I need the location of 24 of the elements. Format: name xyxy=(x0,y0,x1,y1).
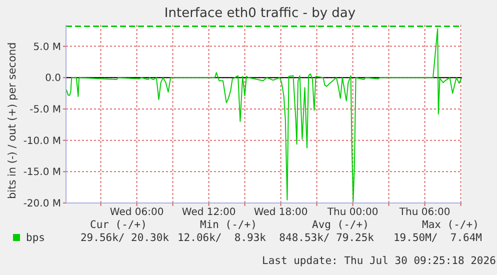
text: 19.50M/ 7.64M xyxy=(393,232,482,244)
y-tick-label: -10.0 M xyxy=(23,136,61,147)
y-axis-title: bits in (-) / out (+) per second xyxy=(6,42,19,199)
legend-label: bps xyxy=(26,232,45,244)
text: Min (-/+) xyxy=(200,219,257,231)
y-tick-label: -20.0 M xyxy=(23,198,61,210)
x-tick-label: Thu 00:00 xyxy=(326,207,378,218)
text: Avg (-/+) xyxy=(312,219,369,231)
text: Max (-/+) xyxy=(422,219,479,231)
y-tick-label: -15.0 M xyxy=(23,167,61,178)
y-tick-label: 0.0 xyxy=(45,73,61,84)
x-tick-label: Wed 12:00 xyxy=(182,207,236,218)
text: 848.53k/ 79.25k xyxy=(279,232,374,244)
text: Cur (-/+) xyxy=(90,219,147,231)
chart-title: Interface eth0 traffic - by day xyxy=(163,6,357,21)
line-series xyxy=(66,28,462,202)
y-tick-label: -5.0 M xyxy=(30,104,61,116)
x-tick-label: Wed 06:00 xyxy=(110,207,164,218)
x-tick-label: Wed 18:00 xyxy=(254,207,308,218)
text: 12.06k/ 8.93k xyxy=(177,232,266,244)
x-tick-label: Thu 06:00 xyxy=(398,207,450,218)
y-tick-label: 5.0 M xyxy=(33,42,61,53)
text: Last update: Thu Jul 30 09:25:18 2026 xyxy=(262,255,496,267)
text: 29.56k/ 20.30k xyxy=(80,232,169,244)
